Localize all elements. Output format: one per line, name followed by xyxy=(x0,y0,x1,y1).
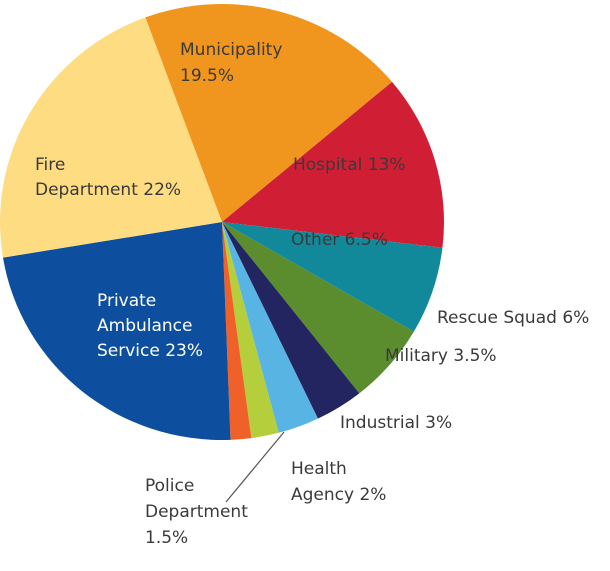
leader-lines xyxy=(225,431,285,503)
label-police-department: Police Department 1.5% xyxy=(145,476,248,548)
label-line: Private xyxy=(97,291,156,311)
label-municipality: Municipality 19.5% xyxy=(180,40,282,86)
leader-line-police-department xyxy=(225,431,285,503)
label-line: Municipality xyxy=(180,40,282,60)
label-hospital: Hospital 13% xyxy=(293,155,406,175)
slice-hospital xyxy=(222,81,445,248)
label-private-ambulance-service: Private Ambulance Service 23% xyxy=(97,291,203,361)
label-line: Health xyxy=(291,459,347,479)
label-line: Hospital 13% xyxy=(293,155,406,175)
slice-military xyxy=(222,222,360,419)
label-industrial: Industrial 3% xyxy=(340,413,452,433)
slice-health-agency xyxy=(222,222,279,439)
label-line: Other 6.5% xyxy=(291,230,388,250)
label-line: Department xyxy=(145,502,248,522)
label-line: Service 23% xyxy=(97,341,203,361)
label-line: Military 3.5% xyxy=(385,346,497,366)
label-line: Rescue Squad 6% xyxy=(437,308,589,328)
label-health-agency: Health Agency 2% xyxy=(291,459,386,505)
slice-labels: Municipality 19.5% Hospital 13% Other 6.5% R… xyxy=(35,40,589,548)
slice-rescue-squad xyxy=(222,222,414,394)
slice-police-department xyxy=(222,222,252,440)
label-rescue-squad: Rescue Squad 6% xyxy=(437,308,589,328)
label-line: 19.5% xyxy=(180,66,234,86)
label-line: Ambulance xyxy=(97,316,192,336)
slice-other xyxy=(222,222,443,332)
label-other: Other 6.5% xyxy=(291,230,388,250)
label-line: Industrial 3% xyxy=(340,413,452,433)
slice-municipality xyxy=(145,4,393,223)
label-line: Agency 2% xyxy=(291,485,386,505)
slice-fire-department xyxy=(0,17,222,258)
label-line: Department 22% xyxy=(35,180,181,200)
label-fire-department: Fire Department 22% xyxy=(35,155,181,200)
label-line: 1.5% xyxy=(145,528,188,548)
pie-slices xyxy=(0,4,445,441)
slice-private-ambulance-service xyxy=(2,222,231,441)
label-military: Military 3.5% xyxy=(385,346,497,366)
slice-industrial xyxy=(222,222,318,433)
label-line: Police xyxy=(145,476,194,496)
label-line: Fire xyxy=(35,155,65,175)
